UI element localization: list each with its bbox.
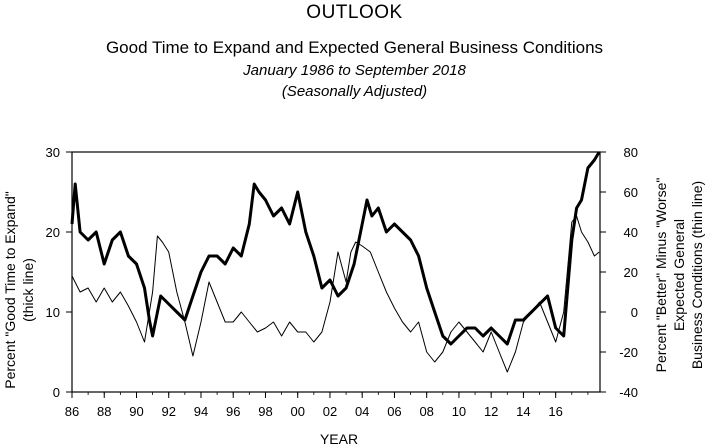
x-tick-label: 98 xyxy=(258,404,272,419)
x-tick-label: 00 xyxy=(290,404,304,419)
x-tick-label: 12 xyxy=(484,404,498,419)
x-tick-label: 14 xyxy=(516,404,530,419)
x-tick-label: 06 xyxy=(387,404,401,419)
x-tick-label: 96 xyxy=(226,404,240,419)
x-axis-label: YEAR xyxy=(320,431,358,447)
x-tick-label: 10 xyxy=(452,404,466,419)
right-tick-label: 60 xyxy=(624,185,638,200)
left-tick-label: 20 xyxy=(46,225,60,240)
x-tick-label: 90 xyxy=(129,404,143,419)
left-axis-label-line1: Percent "Good Time to Expand" xyxy=(2,191,18,389)
series-expected-conditions-line xyxy=(71,215,600,373)
x-tick-label: 02 xyxy=(323,404,337,419)
x-tick-label: 08 xyxy=(419,404,433,419)
x-tick-label: 94 xyxy=(194,404,208,419)
plot-border xyxy=(71,151,601,393)
x-axis: 86 88 90 92 94 96 98 00 02 04 06 08 10 12 14 16 xyxy=(65,392,589,419)
section-title: OUTLOOK xyxy=(306,2,403,23)
x-tick-label: 88 xyxy=(97,404,111,419)
right-axis-label-line2: Expected General xyxy=(671,219,687,331)
x-tick-label: 92 xyxy=(161,404,175,419)
chart-title: Good Time to Expand and Expected General… xyxy=(105,38,604,57)
right-y-axis: -40 -20 0 20 40 60 80 xyxy=(600,145,638,400)
left-tick-label: 30 xyxy=(46,145,60,160)
series-layer xyxy=(70,151,601,373)
x-tick-label: 04 xyxy=(355,404,369,419)
right-axis-label-line3: Business Conditions (thin line) xyxy=(689,181,705,369)
right-tick-label: 0 xyxy=(631,305,638,320)
right-tick-label: 80 xyxy=(624,145,638,160)
chart-note: (Seasonally Adjusted) xyxy=(281,83,428,100)
x-tick-label: 86 xyxy=(65,404,79,419)
right-tick-label: 40 xyxy=(624,225,638,240)
plot-frame xyxy=(71,151,601,393)
right-tick-label: -40 xyxy=(619,385,638,400)
x-tick-label: 16 xyxy=(548,404,562,419)
left-axis-label-line2: (thick line) xyxy=(20,258,36,322)
right-axis-label-line1: Percent "Better" Minus "Worse" xyxy=(653,178,669,373)
chart-subtitle: January 1986 to September 2018 xyxy=(243,62,466,79)
left-y-axis: 0 10 20 30 xyxy=(46,145,72,400)
left-tick-label: 0 xyxy=(53,385,60,400)
right-tick-label: -20 xyxy=(619,345,638,360)
right-tick-label: 20 xyxy=(624,265,638,280)
series-good-time-to-expand-line xyxy=(70,151,601,346)
left-tick-label: 10 xyxy=(46,305,60,320)
